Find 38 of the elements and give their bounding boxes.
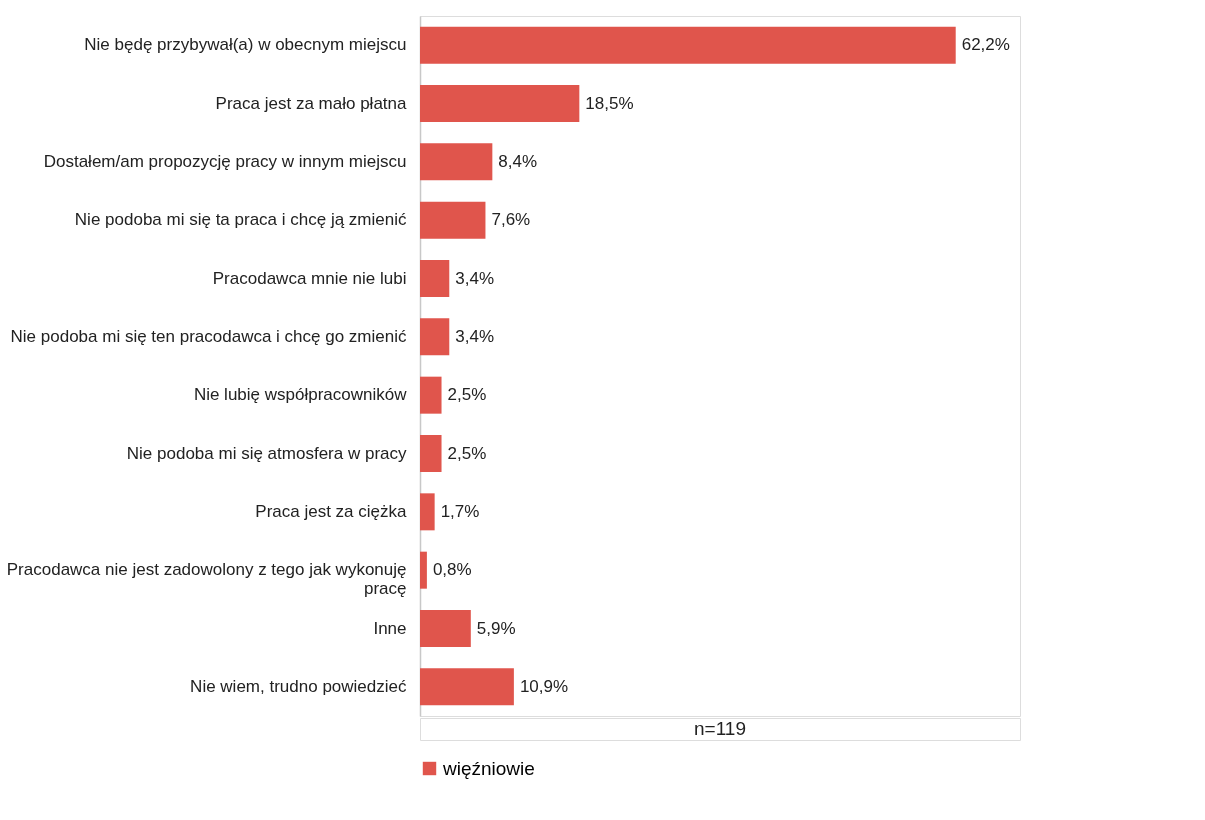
y-tick-label: Nie lubię współpracowników — [193, 385, 408, 405]
bar — [420, 668, 514, 706]
data-label: 5,9% — [476, 618, 516, 638]
data-label: 18,5% — [585, 93, 634, 113]
legend-label: więźniowie — [442, 757, 535, 779]
bar — [420, 376, 442, 414]
y-tick-label: Dostałem/am propozycję pracy w innym miejscu — [43, 151, 407, 171]
bar — [420, 610, 471, 647]
y-tick-label: Nie wiem, trudno powiedzieć — [190, 676, 407, 696]
bar — [420, 318, 450, 356]
bar — [420, 143, 493, 181]
y-tick-label: Nie będę przybywał(a) w obecnym miejscu — [84, 35, 407, 55]
y-tick-label: Nie podoba mi się ten pracodawca i chcę go zmienić — [10, 326, 407, 346]
bar — [420, 85, 580, 122]
bar — [420, 26, 956, 64]
data-label: 2,5% — [447, 443, 487, 463]
data-label: 7,6% — [491, 210, 531, 230]
bar — [420, 260, 450, 297]
y-tick-label: Pracodawca nie jest zadowolony z tego jak wykonuję pracę — [6, 560, 407, 599]
data-label: 1,7% — [440, 501, 480, 521]
y-tick-label: Nie podoba mi się atmosfera w pracy — [126, 443, 407, 463]
text: n=119 — [694, 718, 746, 739]
y-tick-label: Praca jest za mało płatna — [215, 93, 408, 113]
bar — [420, 493, 435, 531]
data-label: 2,5% — [447, 385, 487, 405]
data-label: 3,4% — [455, 268, 495, 288]
data-label: 62,2% — [961, 35, 1010, 55]
bar — [420, 435, 442, 472]
y-tick-label: Nie podoba mi się ta praca i chcę ją zmienić — [74, 210, 407, 230]
data-label: 8,4% — [498, 151, 538, 171]
bar — [420, 201, 486, 239]
data-label: 10,9% — [519, 676, 569, 696]
data-label: 3,4% — [455, 326, 495, 346]
y-tick-label: Inne — [373, 618, 407, 638]
y-tick-label: Pracodawca mnie nie lubi — [212, 268, 407, 288]
bar — [420, 551, 427, 589]
y-tick-label: Praca jest za ciężka — [255, 501, 408, 521]
data-label: 0,8% — [432, 560, 472, 580]
